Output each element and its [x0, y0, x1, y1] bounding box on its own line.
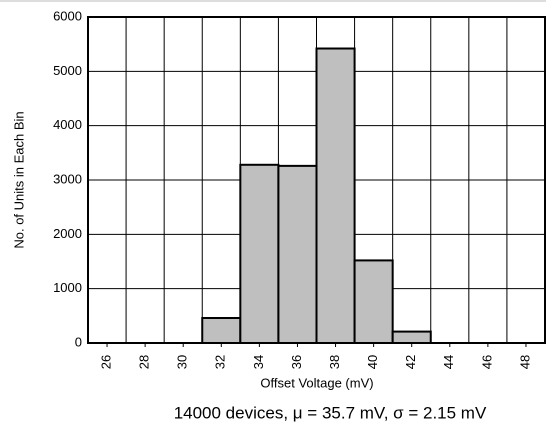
- bar: [315, 47, 356, 344]
- x-tick-label: 40: [365, 355, 380, 369]
- y-tick-label: 6000: [53, 8, 82, 23]
- bar: [239, 163, 280, 344]
- subtitle: 14000 devices, μ = 35.7 mV, σ = 2.15 mV: [174, 403, 487, 422]
- y-tick-label: 3000: [53, 171, 82, 186]
- x-tick-label: 32: [213, 355, 228, 369]
- bar: [391, 330, 432, 344]
- x-tick-label: 36: [289, 355, 304, 369]
- x-tick-label: 34: [251, 355, 266, 369]
- y-tick-label: 4000: [53, 117, 82, 132]
- x-tick-label: 26: [98, 355, 113, 369]
- x-tick-label: 38: [327, 355, 342, 369]
- y-tick-label: 0: [75, 334, 82, 349]
- x-tick-label: 44: [441, 355, 456, 369]
- y-tick-label: 5000: [53, 63, 82, 78]
- plot-frame: [87, 16, 546, 344]
- x-tick-label: 46: [479, 355, 494, 369]
- x-tick-label: 42: [403, 355, 418, 369]
- y-tick-label: 2000: [53, 226, 82, 241]
- bar: [201, 317, 242, 344]
- y-axis-label: No. of Units in Each Bin: [11, 111, 26, 248]
- x-tick-label: 28: [137, 355, 152, 369]
- x-tick-label: 48: [517, 355, 532, 369]
- y-tick-label: 1000: [53, 280, 82, 295]
- x-axis-label: Offset Voltage (mV): [260, 375, 373, 390]
- bar: [353, 259, 394, 344]
- x-tick-label: 30: [175, 355, 190, 369]
- bar: [277, 164, 318, 344]
